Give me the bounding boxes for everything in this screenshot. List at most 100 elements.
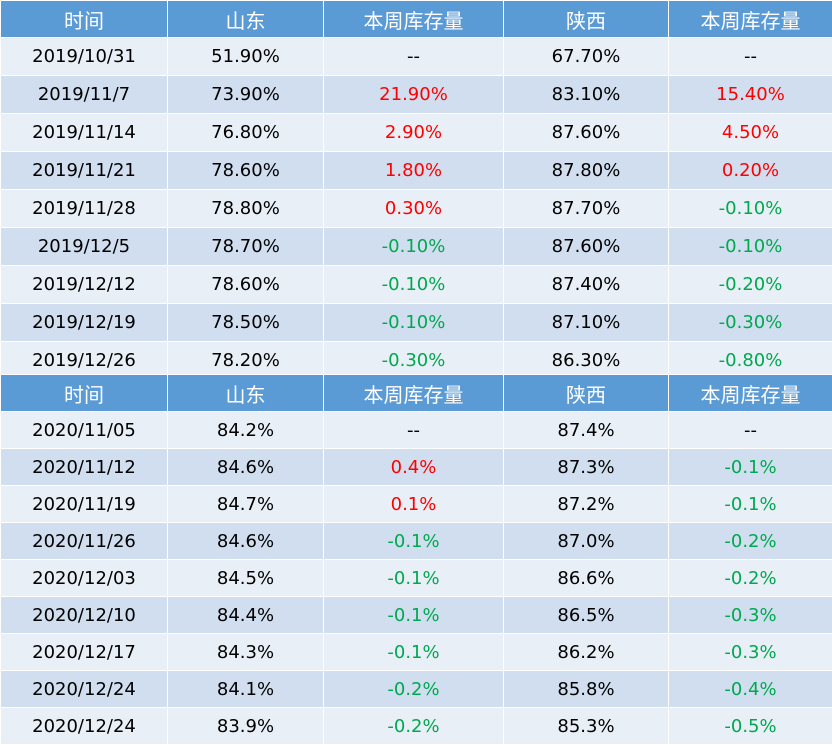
header-shandong: 山东 (168, 375, 324, 412)
shaanxi-value-cell: 87.60% (504, 114, 669, 152)
date-cell: 2020/11/12 (1, 449, 168, 486)
shandong-change-cell: -0.2% (324, 708, 504, 745)
shandong-change-cell: 0.30% (324, 190, 504, 228)
shaanxi-change-cell: -0.20% (669, 266, 832, 304)
shaanxi-change-cell: -0.1% (669, 449, 832, 486)
shaanxi-value-cell: 85.3% (504, 708, 669, 745)
shandong-value-cell: 84.4% (168, 597, 324, 634)
shandong-value-cell: 73.90% (168, 76, 324, 114)
shaanxi-change-cell: 0.20% (669, 152, 832, 190)
header-date: 时间 (1, 1, 168, 38)
shaanxi-value-cell: 87.4% (504, 412, 669, 449)
date-cell: 2020/11/26 (1, 523, 168, 560)
header-shaanxi: 陕西 (504, 375, 669, 412)
date-cell: 2019/12/5 (1, 228, 168, 266)
shaanxi-change-cell: 15.40% (669, 76, 832, 114)
shaanxi-change-cell: -0.3% (669, 634, 832, 671)
shaanxi-value-cell: 87.80% (504, 152, 669, 190)
shandong-change-cell: 0.4% (324, 449, 504, 486)
header-shaanxi-weekly-change: 本周库存量 (669, 1, 832, 38)
date-cell: 2019/11/7 (1, 76, 168, 114)
shandong-value-cell: 84.3% (168, 634, 324, 671)
shandong-value-cell: 78.80% (168, 190, 324, 228)
header-shandong-weekly-change: 本周库存量 (324, 1, 504, 38)
date-cell: 2019/11/14 (1, 114, 168, 152)
header-date: 时间 (1, 375, 168, 412)
shandong-value-cell: 51.90% (168, 38, 324, 76)
date-cell: 2020/12/03 (1, 560, 168, 597)
shandong-change-cell: -- (324, 412, 504, 449)
date-cell: 2019/10/31 (1, 38, 168, 76)
shandong-value-cell: 83.9% (168, 708, 324, 745)
shaanxi-change-cell: -0.30% (669, 304, 832, 342)
shaanxi-value-cell: 86.6% (504, 560, 669, 597)
shaanxi-value-cell: 87.0% (504, 523, 669, 560)
shaanxi-value-cell: 87.70% (504, 190, 669, 228)
shandong-value-cell: 78.60% (168, 152, 324, 190)
shandong-change-cell: 1.80% (324, 152, 504, 190)
shandong-change-cell: -0.1% (324, 634, 504, 671)
shandong-value-cell: 84.6% (168, 523, 324, 560)
shandong-value-cell: 84.5% (168, 560, 324, 597)
shandong-change-cell: 0.1% (324, 486, 504, 523)
shandong-change-cell: -0.10% (324, 266, 504, 304)
shaanxi-change-cell: -0.10% (669, 190, 832, 228)
shandong-value-cell: 84.7% (168, 486, 324, 523)
shandong-change-cell: 2.90% (324, 114, 504, 152)
shaanxi-change-cell: -0.10% (669, 228, 832, 266)
shaanxi-value-cell: 87.40% (504, 266, 669, 304)
shaanxi-change-cell: -0.1% (669, 486, 832, 523)
shandong-value-cell: 78.70% (168, 228, 324, 266)
shaanxi-value-cell: 87.60% (504, 228, 669, 266)
shandong-change-cell: -0.10% (324, 228, 504, 266)
shandong-change-cell: -- (324, 38, 504, 76)
shandong-change-cell: -0.1% (324, 523, 504, 560)
shaanxi-value-cell: 87.10% (504, 304, 669, 342)
date-cell: 2019/12/19 (1, 304, 168, 342)
date-cell: 2019/11/28 (1, 190, 168, 228)
date-cell: 2020/11/05 (1, 412, 168, 449)
date-cell: 2020/12/17 (1, 634, 168, 671)
shaanxi-change-cell: -- (669, 38, 832, 76)
shandong-value-cell: 84.1% (168, 671, 324, 708)
shaanxi-value-cell: 85.8% (504, 671, 669, 708)
header-shandong: 山东 (168, 1, 324, 38)
shandong-value-cell: 78.60% (168, 266, 324, 304)
date-cell: 2020/11/19 (1, 486, 168, 523)
date-cell: 2020/12/10 (1, 597, 168, 634)
shandong-value-cell: 76.80% (168, 114, 324, 152)
shaanxi-value-cell: 83.10% (504, 76, 669, 114)
shandong-value-cell: 78.50% (168, 304, 324, 342)
shaanxi-value-cell: 67.70% (504, 38, 669, 76)
date-cell: 2020/12/24 (1, 671, 168, 708)
date-cell: 2019/12/12 (1, 266, 168, 304)
header-shaanxi: 陕西 (504, 1, 669, 38)
header-row: 时间 山东 本周库存量 陕西 本周库存量 (1, 1, 832, 38)
shaanxi-value-cell: 86.2% (504, 634, 669, 671)
shandong-change-cell: -0.1% (324, 597, 504, 634)
shaanxi-change-cell: -0.5% (669, 708, 832, 745)
date-cell: 2019/11/21 (1, 152, 168, 190)
shaanxi-change-cell: -0.3% (669, 597, 832, 634)
shandong-change-cell: -0.2% (324, 671, 504, 708)
shaanxi-value-cell: 86.5% (504, 597, 669, 634)
shaanxi-change-cell: -- (669, 412, 832, 449)
shandong-change-cell: -0.1% (324, 560, 504, 597)
